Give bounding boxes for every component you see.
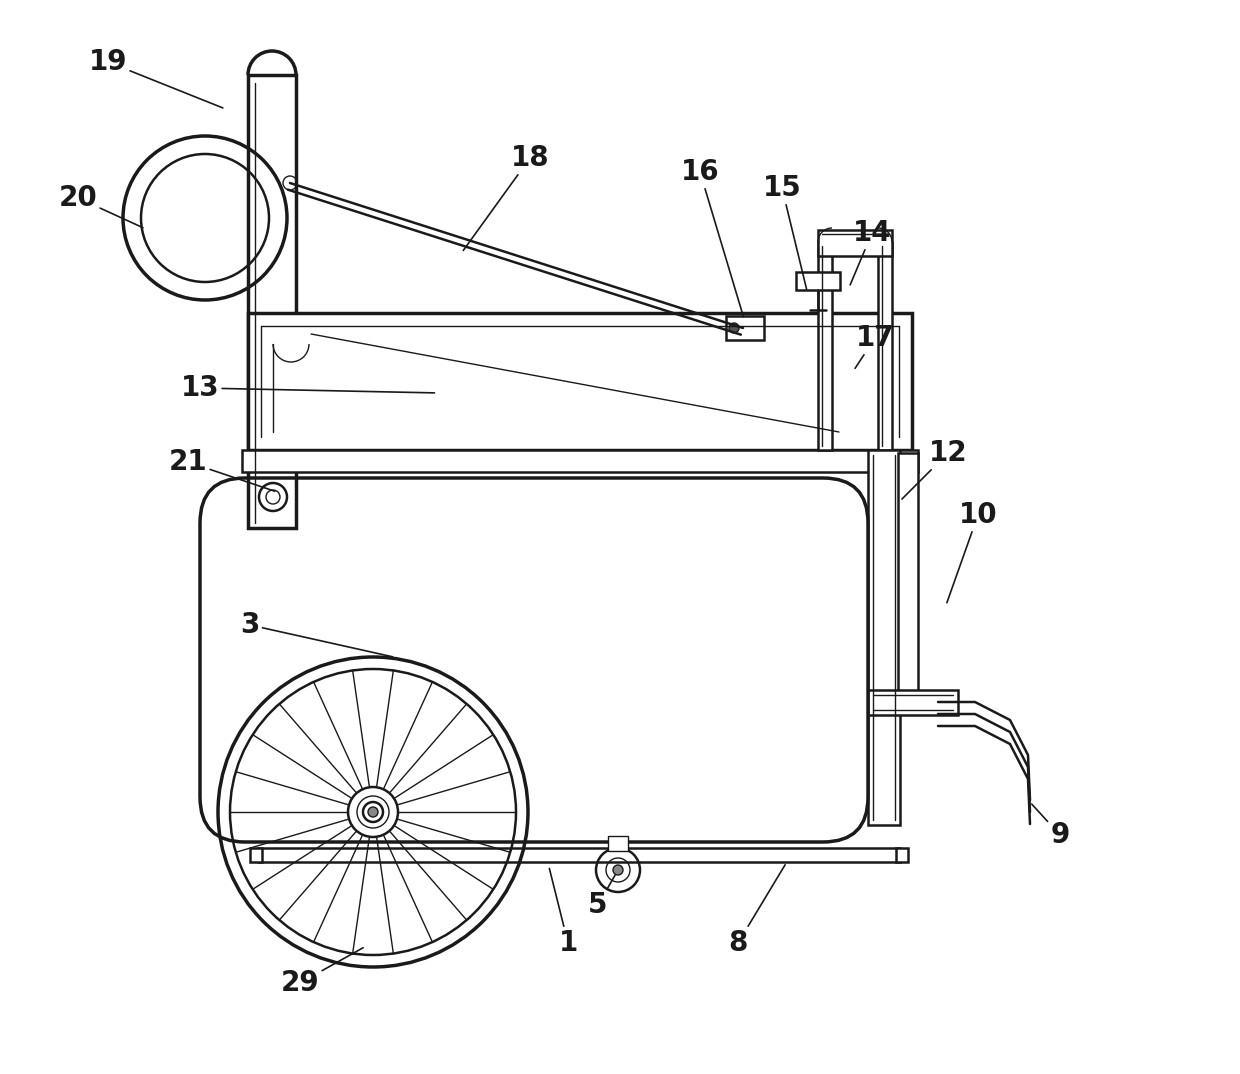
Text: 15: 15 <box>763 174 807 290</box>
Text: 8: 8 <box>728 865 785 957</box>
Circle shape <box>348 787 398 837</box>
Bar <box>818 242 832 450</box>
Bar <box>725 316 764 340</box>
Text: 29: 29 <box>280 947 363 997</box>
Circle shape <box>613 865 622 875</box>
Text: 13: 13 <box>181 374 434 402</box>
Text: 9: 9 <box>1032 804 1070 850</box>
Bar <box>248 313 911 450</box>
Text: 17: 17 <box>856 324 894 368</box>
Bar <box>796 272 839 290</box>
Circle shape <box>357 796 389 828</box>
Text: 10: 10 <box>947 500 997 603</box>
Text: 12: 12 <box>901 439 967 499</box>
Text: 3: 3 <box>241 611 393 657</box>
Circle shape <box>368 807 378 817</box>
Bar <box>608 836 627 851</box>
Text: 1: 1 <box>549 869 578 957</box>
Bar <box>242 450 918 471</box>
Text: 21: 21 <box>169 448 275 491</box>
Bar <box>898 453 918 695</box>
Text: 5: 5 <box>588 875 615 919</box>
Circle shape <box>729 323 739 333</box>
Bar <box>258 848 900 862</box>
Text: 16: 16 <box>681 158 744 317</box>
Bar <box>897 848 908 862</box>
Text: 19: 19 <box>89 48 223 107</box>
Bar <box>248 75 296 528</box>
Bar <box>868 450 900 825</box>
Bar <box>878 242 892 450</box>
Bar <box>868 690 959 715</box>
Text: 18: 18 <box>464 144 549 250</box>
Circle shape <box>363 802 383 822</box>
Bar <box>818 230 892 256</box>
Text: 20: 20 <box>58 184 143 228</box>
Text: 14: 14 <box>851 219 892 285</box>
Bar <box>250 848 262 862</box>
